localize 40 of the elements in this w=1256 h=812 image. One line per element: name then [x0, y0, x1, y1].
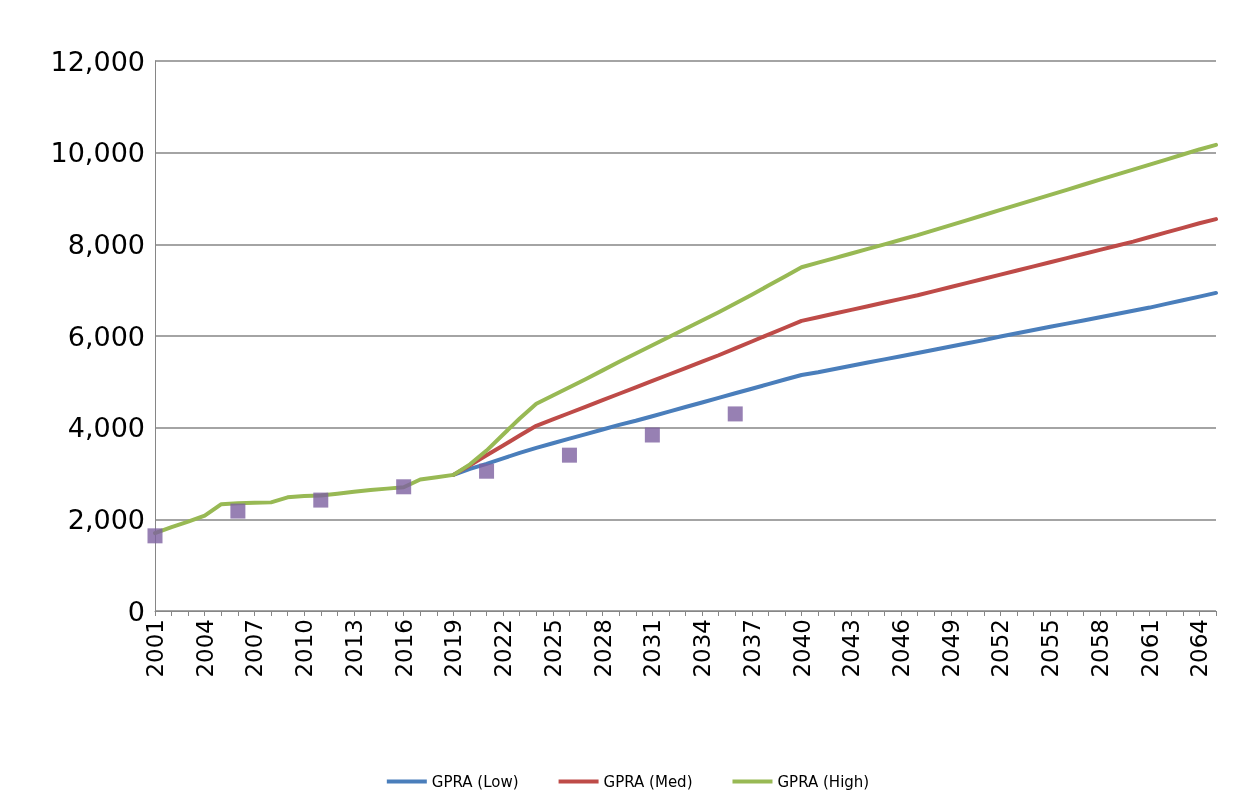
x-tick-label: 2022 [490, 619, 517, 678]
x-tick-label: 2046 [888, 619, 915, 678]
y-tick-label: 0 [127, 595, 145, 627]
y-tick-label: 2,000 [67, 503, 145, 535]
x-tick-label: 2010 [291, 619, 318, 678]
y-tick-label: 10,000 [50, 137, 145, 169]
point [147, 528, 163, 544]
x-tick-label: 2049 [937, 619, 964, 678]
point [561, 447, 577, 463]
x-tick-label: 2043 [838, 619, 865, 678]
y-tick-label: 4,000 [67, 412, 145, 444]
x-tick-label: 2013 [340, 619, 367, 678]
x-tick-label: 2064 [1186, 619, 1213, 678]
point [313, 492, 329, 508]
x-tick-label: 2061 [1136, 619, 1163, 678]
x-tick-label: 2055 [1037, 619, 1064, 678]
point [396, 479, 412, 495]
point [644, 427, 660, 443]
y-tick-label: 8,000 [67, 228, 145, 260]
legend-label: GPRA (Med) [603, 772, 693, 791]
x-tick-label: 2028 [589, 619, 616, 678]
y-tick-label: 12,000 [50, 45, 145, 77]
legend-label: GPRA (Low) [431, 772, 519, 791]
point [479, 463, 495, 479]
x-tick-label: 2037 [738, 619, 765, 678]
x-tick-label: 2031 [639, 619, 666, 678]
x-tick-label: 2007 [241, 619, 268, 678]
point [727, 406, 743, 422]
x-tick-label: 2016 [390, 619, 417, 678]
x-tick-label: 2034 [689, 619, 716, 678]
x-tick-label: 2052 [987, 619, 1014, 678]
point [230, 503, 246, 519]
x-tick-label: 2040 [788, 619, 815, 678]
x-tick-label: 2001 [142, 619, 168, 678]
legend-label: GPRA (High) [777, 772, 870, 791]
x-tick-label: 2058 [1086, 619, 1113, 678]
x-tick-label: 2025 [539, 619, 566, 678]
y-tick-label: 6,000 [67, 320, 145, 352]
x-tick-label: 2019 [440, 619, 467, 678]
x-tick-label: 2004 [191, 619, 218, 678]
